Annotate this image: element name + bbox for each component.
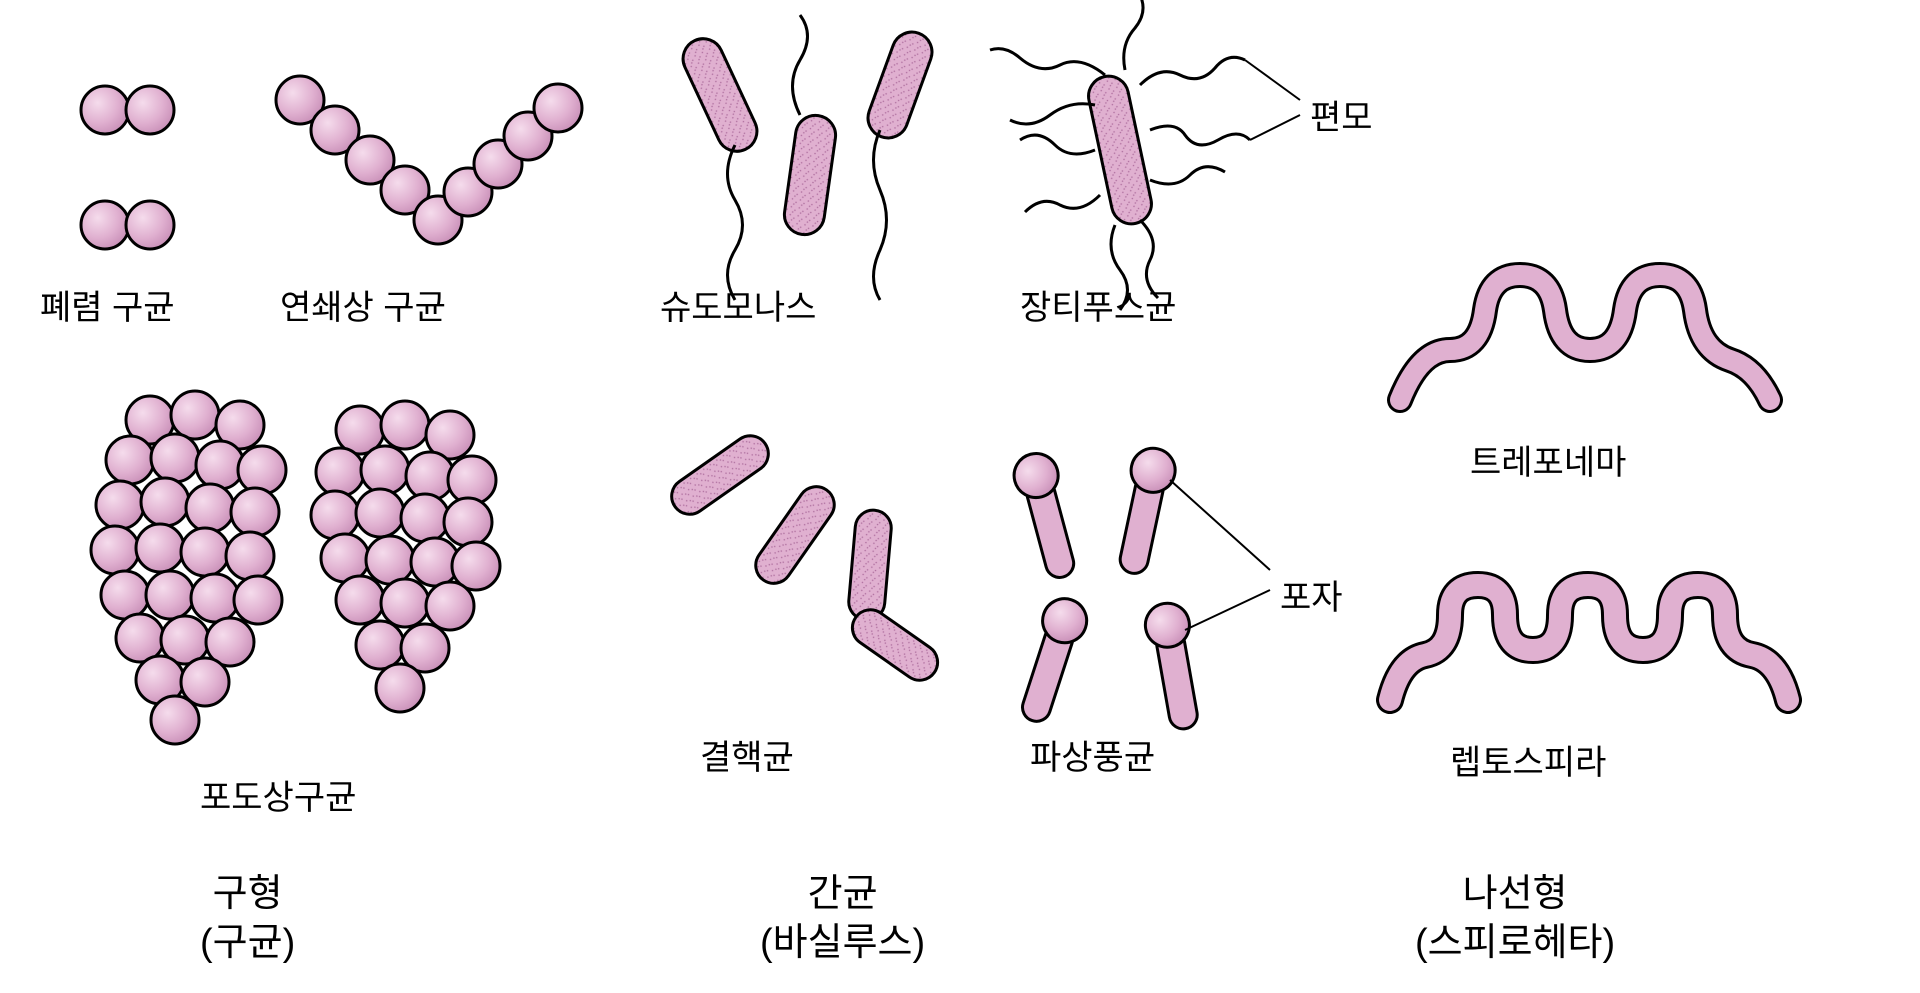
streptococcus-label: 연쇄상 구균 [280, 280, 446, 329]
flagellum-annotation: 편모 [1310, 90, 1373, 139]
tetanus-shape [1009, 444, 1270, 732]
staphylococcus-label: 포도상구균 [200, 770, 356, 819]
salmonella-label: 장티푸스균 [1020, 280, 1176, 329]
tuberculosis-label: 결핵균 [700, 730, 794, 779]
streptococcus-shape [276, 76, 582, 244]
pneumococcus-shape [81, 86, 174, 249]
leptospira-label: 렙토스피라 [1450, 735, 1606, 784]
bacteria-diagram [0, 0, 1920, 993]
salmonella-shape [990, 0, 1300, 310]
category-bacillus-label: 간균 (바실루스) [760, 870, 925, 969]
treponema-shape [1400, 275, 1770, 400]
staphylococcus-shape [91, 391, 500, 744]
treponema-label: 트레포네마 [1470, 435, 1626, 484]
tetanus-label: 파상풍균 [1030, 730, 1155, 779]
pseudomonas-label: 슈도모나스 [660, 280, 816, 329]
pneumococcus-label: 폐렴 구균 [40, 280, 175, 329]
tuberculosis-shape [665, 429, 945, 688]
pseudomonas-shape [677, 15, 938, 300]
category-coccus-label: 구형 (구균) [200, 870, 295, 969]
category-spirochete-label: 나선형 (스피로헤타) [1415, 870, 1615, 969]
leptospira-shape [1390, 585, 1788, 700]
spore-annotation: 포자 [1280, 570, 1343, 619]
